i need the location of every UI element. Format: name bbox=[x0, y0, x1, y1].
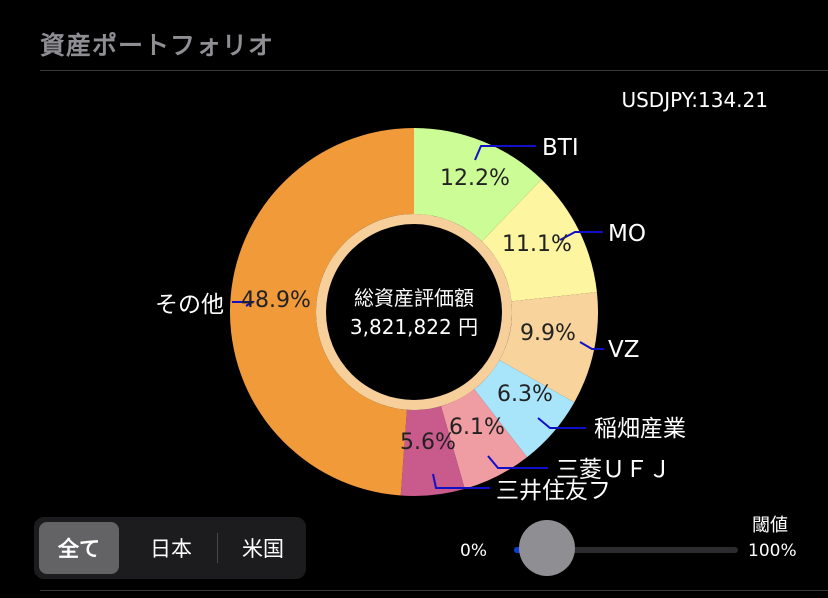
tab-us[interactable]: 米国 bbox=[242, 537, 284, 561]
slice-percent-label: 12.2% bbox=[440, 166, 510, 191]
slice-percent-label: 9.9% bbox=[520, 321, 576, 346]
slice-percent-label: 6.1% bbox=[449, 415, 505, 440]
total-assets-label: 総資産評価額 bbox=[354, 286, 474, 310]
threshold-max-label: 100% bbox=[748, 541, 797, 561]
leader-line-2 bbox=[579, 341, 604, 350]
leader-line-5 bbox=[432, 473, 490, 489]
slice-percent-label: 5.6% bbox=[400, 430, 456, 455]
threshold-slider-fill bbox=[514, 547, 522, 553]
slice-name-label: MO bbox=[608, 221, 646, 247]
tab-separator bbox=[217, 533, 218, 563]
threshold-slider-thumb[interactable] bbox=[519, 520, 575, 576]
page-title: 資産ポートフォリオ bbox=[40, 31, 275, 60]
slice-3[interactable] bbox=[474, 360, 575, 458]
tab-japan[interactable]: 日本 bbox=[150, 537, 192, 561]
slice-name-label: 稲畑産業 bbox=[594, 416, 686, 442]
threshold-label: 閾値 bbox=[752, 515, 788, 536]
slice-name-label: 三菱ＵＦＪ bbox=[556, 457, 671, 483]
threshold-min-label: 0% bbox=[460, 541, 487, 561]
slice-name-label: BTI bbox=[542, 135, 579, 161]
slice-name-label: その他 bbox=[155, 292, 224, 318]
donut-hole bbox=[326, 224, 502, 400]
tab-all[interactable]: 全て bbox=[39, 522, 119, 574]
slice-2[interactable] bbox=[499, 292, 598, 403]
slice-0[interactable] bbox=[414, 128, 542, 242]
leader-line-4 bbox=[487, 455, 548, 469]
slice-6[interactable] bbox=[230, 128, 414, 496]
leader-line-3 bbox=[537, 417, 586, 429]
slice-name-label: VZ bbox=[608, 337, 640, 363]
threshold-slider-track[interactable] bbox=[514, 547, 738, 553]
slice-percent-label: 48.9% bbox=[241, 288, 311, 313]
total-assets-value: 3,821,822 円 bbox=[350, 315, 478, 339]
leader-line-1 bbox=[559, 231, 603, 241]
leader-line-6 bbox=[232, 301, 256, 307]
exchange-rate: USDJPY:134.21 bbox=[621, 88, 768, 112]
footer-divider bbox=[40, 590, 828, 591]
slice-percent-label: 6.3% bbox=[497, 382, 553, 407]
leader-line-0 bbox=[474, 145, 536, 161]
slice-5[interactable] bbox=[400, 406, 465, 496]
header-divider bbox=[40, 70, 828, 71]
slice-4[interactable] bbox=[441, 389, 528, 489]
slice-name-label: 三井住友フ bbox=[496, 478, 611, 504]
slice-percent-label: 11.1% bbox=[502, 232, 572, 257]
region-filter: 全て 日本 米国 bbox=[34, 517, 306, 579]
slice-1[interactable] bbox=[481, 179, 597, 302]
